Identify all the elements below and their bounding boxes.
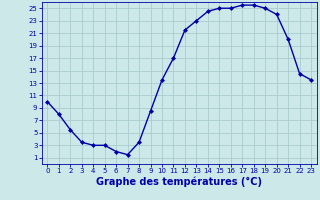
X-axis label: Graphe des températures (°C): Graphe des températures (°C)	[96, 177, 262, 187]
